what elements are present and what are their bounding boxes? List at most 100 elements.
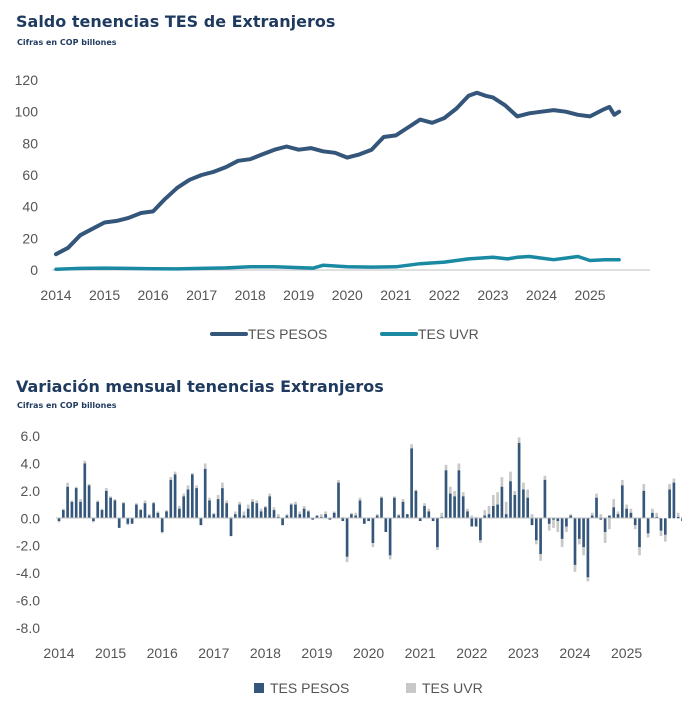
- bar-tes-pesos: [186, 489, 190, 519]
- bar-tes-uvr: [646, 533, 650, 538]
- bar-tes-pesos: [294, 504, 297, 519]
- bar-tes-uvr: [565, 526, 568, 532]
- bar-tes-pesos: [651, 512, 654, 519]
- bar-tes-pesos: [61, 510, 65, 519]
- bar-tes-uvr: [298, 511, 302, 515]
- bar-tes-pesos: [165, 511, 168, 519]
- bar-tes-pesos: [83, 463, 87, 519]
- bar-tes-uvr: [66, 482, 69, 487]
- bar-tes-pesos: [233, 514, 237, 519]
- bar-tes-uvr: [79, 499, 82, 502]
- bar-chart-tes-pesos-series: [57, 442, 682, 578]
- line-y-tick-label: 80: [22, 135, 38, 151]
- bar-tes-pesos: [582, 518, 585, 548]
- bar-tes-uvr: [457, 463, 461, 471]
- bar-tes-pesos: [173, 474, 177, 519]
- bar-tes-uvr: [668, 484, 671, 490]
- bar-tes-pesos: [289, 504, 293, 519]
- bar-tes-pesos: [466, 511, 469, 519]
- bar-chart-subtitle: Cifras en COP billones: [17, 401, 117, 410]
- bar-tes-uvr: [491, 494, 495, 506]
- bar-tes-uvr: [500, 477, 504, 487]
- bar-tes-uvr: [676, 512, 680, 517]
- bar-tes-pesos: [367, 518, 370, 522]
- bar-tes-pesos: [104, 490, 108, 519]
- bar-tes-pesos: [87, 485, 91, 519]
- bar-x-tick-label: 2023: [508, 645, 539, 661]
- bar-tes-uvr: [160, 532, 164, 534]
- bar-tes-uvr: [186, 485, 190, 490]
- bar-tes-pesos: [620, 485, 624, 519]
- bar-x-tick-label: 2022: [456, 645, 487, 661]
- bar-tes-pesos: [212, 514, 216, 519]
- line-x-tick-label: 2016: [138, 287, 169, 303]
- bar-tes-uvr: [345, 556, 349, 563]
- bar-tes-uvr: [190, 473, 194, 475]
- bar-x-tick-label: 2019: [301, 645, 332, 661]
- bar-tes-uvr: [496, 492, 499, 505]
- bar-tes-uvr: [178, 505, 181, 509]
- bar-tes-pesos: [672, 482, 676, 519]
- bar-tes-uvr: [599, 514, 603, 519]
- bar-tes-uvr: [350, 512, 353, 515]
- bar-tes-uvr: [61, 508, 65, 511]
- bar-tes-pesos: [298, 514, 302, 519]
- bar-tes-pesos: [324, 514, 327, 519]
- line-y-tick-label: 120: [15, 72, 39, 88]
- bar-tes-uvr: [109, 496, 112, 498]
- bar-tes-pesos: [565, 518, 568, 527]
- bar-tes-pesos: [556, 518, 560, 522]
- bar-tes-pesos: [539, 518, 542, 554]
- bar-tes-pesos: [659, 518, 663, 531]
- bar-x-tick-label: 2014: [43, 645, 74, 661]
- bar-x-tick-label: 2025: [611, 645, 642, 661]
- legend-bar-tes-uvr-swatch: [406, 683, 416, 693]
- bar-tes-pesos: [371, 518, 375, 543]
- bar-tes-pesos: [453, 496, 456, 519]
- bar-tes-uvr: [522, 482, 525, 490]
- bar-tes-uvr: [543, 475, 547, 480]
- bar-tes-uvr: [264, 505, 267, 508]
- bar-tes-pesos: [552, 518, 555, 520]
- line-y-tick-label: 100: [15, 104, 39, 120]
- bar-tes-uvr: [276, 514, 280, 517]
- bar-tes-pesos: [341, 518, 345, 522]
- bar-tes-uvr: [251, 499, 254, 502]
- bar-tes-uvr: [246, 504, 250, 509]
- bar-tes-uvr: [156, 511, 160, 513]
- bar-tes-uvr: [453, 490, 456, 497]
- bar-tes-uvr: [388, 555, 392, 560]
- bar-tes-uvr: [616, 511, 620, 515]
- bar-tes-uvr: [332, 511, 336, 513]
- bar-y-tick-label: 6.0: [21, 428, 41, 444]
- bar-tes-pesos: [311, 518, 315, 520]
- bar-tes-uvr: [612, 499, 616, 508]
- bar-chart-x-axis: 2014 2015 2016 2017 2018 2019 2020 2021 2022 2023…: [43, 645, 642, 661]
- bar-tes-pesos: [461, 496, 465, 519]
- bar-tes-uvr: [397, 514, 401, 516]
- bar-tes-pesos: [384, 518, 388, 532]
- bar-chart-title: Variación mensual tenencias Extranjeros: [16, 377, 384, 396]
- bar-tes-pesos: [616, 514, 620, 519]
- bar-tes-pesos: [444, 470, 448, 519]
- bar-tes-uvr: [642, 484, 646, 491]
- bar-tes-uvr: [255, 500, 259, 504]
- bar-tes-uvr: [663, 534, 667, 542]
- bar-tes-pesos: [642, 490, 646, 519]
- line-chart-x-axis: 2014 2015 2016 2017 2018 2019 2020 2021 2022 2023…: [40, 287, 605, 303]
- line-x-tick-label: 2020: [332, 287, 363, 303]
- bar-tes-pesos: [573, 518, 577, 565]
- bar-tes-pesos: [147, 515, 151, 519]
- bar-tes-pesos: [397, 515, 401, 519]
- bar-tes-pesos: [491, 505, 495, 519]
- bar-tes-uvr: [259, 508, 263, 512]
- bar-tes-pesos: [143, 503, 147, 519]
- bar-tes-pesos: [595, 497, 598, 519]
- bar-tes-pesos: [229, 518, 233, 537]
- bar-tes-uvr: [393, 496, 396, 498]
- line-y-tick-label: 40: [22, 199, 38, 215]
- bar-x-tick-label: 2016: [147, 645, 178, 661]
- bar-tes-uvr: [289, 503, 293, 505]
- bar-tes-uvr: [436, 547, 439, 550]
